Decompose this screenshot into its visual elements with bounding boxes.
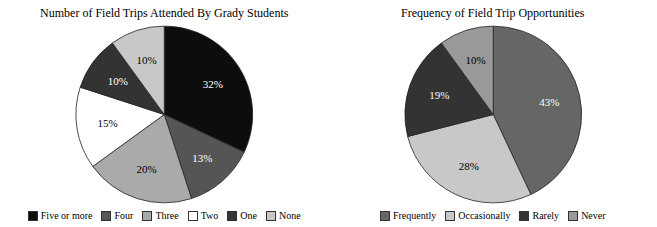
data-labels: 32% 13% 20% 15% 10% 10% <box>97 54 222 175</box>
legend-item: None <box>266 209 301 222</box>
pie-slice <box>112 26 164 114</box>
legend-item: Frequently <box>380 209 436 222</box>
chart-title: Frequency of Field Trip Opportunities <box>335 6 652 21</box>
plot-area: 43% 28% 19% 10% <box>335 24 652 205</box>
legend-item: Two <box>188 209 219 222</box>
chart-title: Number of Field Trips Attended By Grady … <box>6 6 323 21</box>
legend-swatch <box>266 211 276 221</box>
legend-item: Three <box>142 209 178 222</box>
data-label: 10% <box>108 75 128 87</box>
legend-swatch <box>227 211 237 221</box>
legend-item: Four <box>101 209 133 222</box>
legend-item: One <box>227 209 257 222</box>
legend-label: One <box>240 209 257 222</box>
slices <box>404 26 581 203</box>
data-label: 20% <box>136 163 156 175</box>
legend-label: Occasionally <box>458 209 510 222</box>
legend-swatch <box>101 211 111 221</box>
data-label: 13% <box>192 152 212 164</box>
data-label: 10% <box>465 54 485 66</box>
legend-item: Rarely <box>519 209 559 222</box>
legend-label: Rarely <box>532 209 559 222</box>
legend-item: Occasionally <box>445 209 510 222</box>
legend-swatch <box>445 211 455 221</box>
data-label: 15% <box>97 117 117 129</box>
legend-swatch <box>188 211 198 221</box>
slices <box>76 26 253 203</box>
chart-panel: Frequency of Field Trip Opportunities 43%… <box>329 0 657 227</box>
legend-label: Four <box>114 209 133 222</box>
legend-swatch <box>568 211 578 221</box>
legend-label: None <box>279 209 301 222</box>
legend-item: Five or more <box>28 209 93 222</box>
legend-swatch <box>380 211 390 221</box>
legend: Frequently Occasionally Rarely Never <box>335 209 652 222</box>
legend: Five or more Four Three Two One None <box>6 209 323 222</box>
data-label: 10% <box>136 54 156 66</box>
chart-panel: Number of Field Trips Attended By Grady … <box>0 0 329 227</box>
data-label: 19% <box>429 89 449 101</box>
figure: Number of Field Trips Attended By Grady … <box>0 0 657 227</box>
legend-swatch <box>28 211 38 221</box>
legend-item: Never <box>568 209 605 222</box>
legend-label: Frequently <box>393 209 436 222</box>
data-labels: 43% 28% 19% 10% <box>429 54 559 173</box>
legend-label: Five or more <box>41 209 93 222</box>
legend-swatch <box>142 211 152 221</box>
pie-slice <box>441 26 493 114</box>
legend-label: Two <box>201 209 219 222</box>
legend-label: Never <box>581 209 605 222</box>
legend-label: Three <box>155 209 178 222</box>
data-label: 28% <box>458 160 478 172</box>
data-label: 32% <box>203 78 223 90</box>
legend-swatch <box>519 211 529 221</box>
data-label: 43% <box>539 96 559 108</box>
plot-area: 32% 13% 20% 15% 10% 10% <box>6 24 323 205</box>
